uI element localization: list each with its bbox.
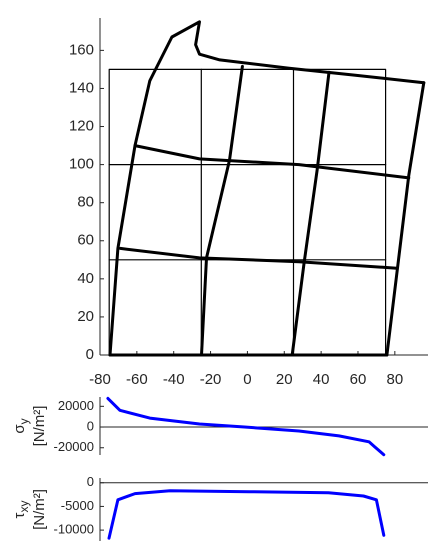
data-line (290, 70, 331, 357)
x-tick-label: -60 (126, 371, 148, 388)
data-line (385, 81, 426, 357)
data-line (108, 68, 387, 356)
y-tick-label: 40 (77, 270, 94, 287)
x-tick-label: -80 (89, 371, 111, 388)
x-tick-label: 40 (313, 371, 330, 388)
y-label-symbol: τ (11, 512, 28, 518)
data-line (107, 489, 386, 540)
y-tick-label: 140 (69, 79, 94, 96)
y-label-unit: [N/m²] (31, 489, 48, 530)
y-label-subscript: y (17, 418, 31, 424)
y-label: σy (11, 418, 31, 433)
data-line (106, 396, 386, 457)
y-tick-label: 20000 (58, 398, 94, 413)
y-label-subscript: xy (17, 501, 31, 513)
x-tick-label: 0 (243, 371, 251, 388)
y-label-symbol: σ (11, 424, 28, 434)
y-tick-label: 100 (69, 156, 94, 173)
axes: -10000 -5000 0 τxy [N/m²] (11, 474, 428, 541)
x-tick-label: -20 (200, 371, 222, 388)
x-tick-label: 80 (386, 371, 403, 388)
data-line (108, 20, 426, 357)
x-tick-label: 20 (276, 371, 293, 388)
y-tick-label: 80 (77, 194, 94, 211)
y-label: τxy (11, 501, 31, 519)
data-line (200, 64, 244, 357)
x-tick-label: -40 (163, 371, 185, 388)
y-tick-label: 120 (69, 117, 94, 134)
y-tick-label: 0 (87, 418, 94, 433)
y-tick-label: 60 (77, 232, 94, 249)
y-tick-label: -20000 (54, 439, 94, 454)
y-tick-label: 20 (77, 308, 94, 325)
y-label-unit: [N/m²] (31, 406, 48, 447)
y-tick-label: 0 (86, 346, 94, 363)
data-line (133, 144, 411, 180)
y-tick-label: -5000 (61, 498, 94, 513)
y-tick-label: 0 (87, 474, 94, 489)
axes: 0 20 40 60 80 100 120 140 160 -80 -60 -40 -20 0 20 40 60… (69, 18, 428, 388)
y-tick-label: 160 (69, 41, 94, 58)
y-tick-label: -10000 (54, 522, 94, 537)
x-tick-label: 60 (350, 371, 367, 388)
data-line (118, 246, 399, 270)
